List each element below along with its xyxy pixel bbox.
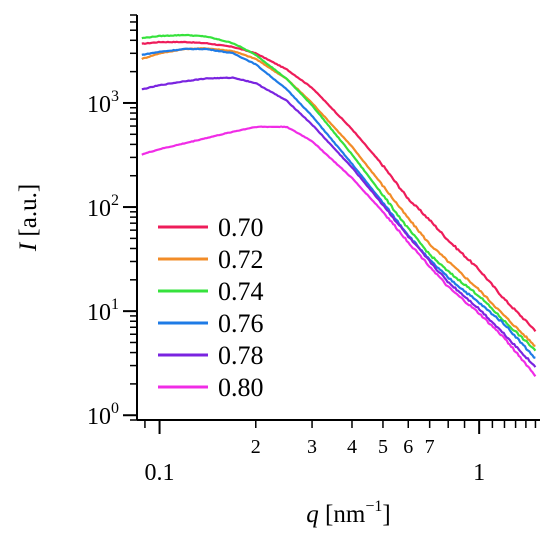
x-tick-label: 1 [473,460,485,486]
legend-label-0.78: 0.78 [218,341,264,370]
legend-label-0.80: 0.80 [218,373,264,402]
legend-label-0.74: 0.74 [218,277,264,306]
x-minor-tick-label: 7 [425,436,435,458]
series-line-0.74 [141,33,537,352]
series-layer [141,33,537,377]
x-axis-title: q [nm−1] [306,498,390,528]
x-minor-tick-label: 5 [378,436,388,458]
series-line-0.80 [141,125,537,377]
axis-titles: I [a.u.] q [nm−1] [15,184,391,528]
plot-frame [136,15,540,421]
axes-layer: 100 101 102 103 0.1 1 2 3 4 5 6 7 [87,14,537,486]
x-minor-tick-label: 6 [403,436,413,458]
legend-label-0.72: 0.72 [218,245,264,274]
x-minor-tick-label: 4 [347,436,357,458]
x-minor-tick-label: 2 [251,436,261,458]
x-tick-label: 0.1 [145,460,175,486]
legend-label-0.70: 0.70 [218,213,264,242]
y-axis-title: I [a.u.] [15,184,42,252]
y-tick-label: 101 [87,296,119,326]
y-tick-label: 103 [87,88,119,118]
series-line-0.78 [141,76,537,368]
legend: 0.70 0.72 0.74 0.76 0.78 0.80 [158,213,264,402]
x-minor-tick-label: 3 [307,436,317,458]
y-tick-label: 100 [87,400,119,430]
series-line-0.70 [141,40,537,333]
y-tick-label: 102 [87,192,119,222]
legend-label-0.76: 0.76 [218,309,264,338]
series-line-0.76 [141,47,536,359]
